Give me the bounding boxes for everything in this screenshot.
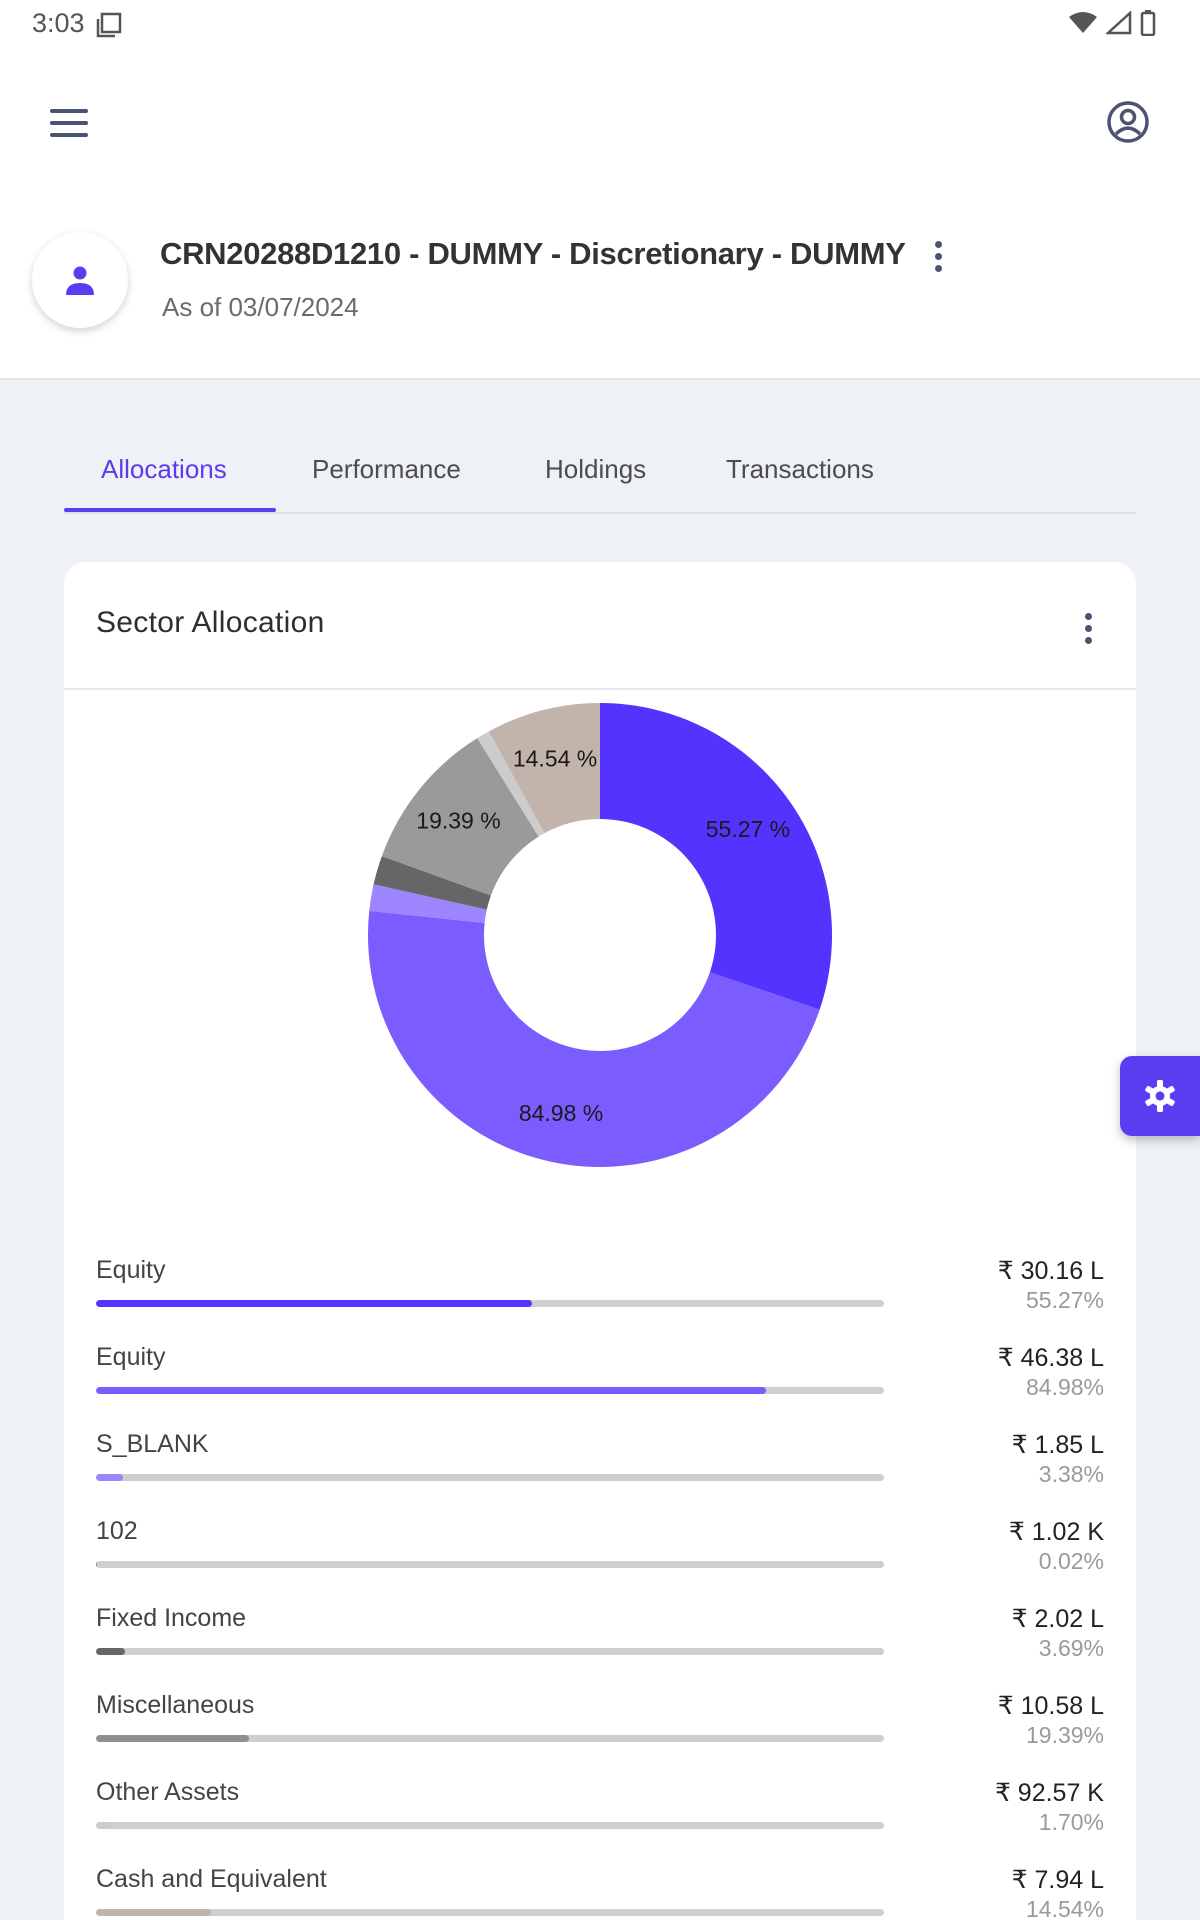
allocation-amount: ₹ 7.94 L	[1011, 1866, 1104, 1894]
allocation-bar-track	[96, 1474, 884, 1481]
allocation-label: Other Assets	[96, 1778, 240, 1806]
more-vert-icon-dot	[934, 264, 942, 272]
top-panel	[0, 0, 1200, 380]
screenshot-notification-icon	[96, 12, 122, 38]
allocation-percent: 3.38%	[1038, 1461, 1104, 1487]
menu-button[interactable]	[40, 98, 100, 148]
allocation-row[interactable]: Equity ₹ 30.16 L 55.27%	[96, 1256, 1104, 1342]
account-header: CRN20288D1210 - DUMMY - Discretionary - …	[0, 220, 1200, 340]
allocation-bar-fill	[96, 1909, 211, 1916]
allocation-amount: ₹ 1.85 L	[1011, 1431, 1104, 1459]
allocation-bar-track	[96, 1735, 884, 1742]
allocation-row[interactable]: Fixed Income ₹ 2.02 L 3.69%	[96, 1604, 1104, 1690]
donut-slice-label: 14.54 %	[513, 746, 597, 772]
settings-button[interactable]	[1120, 1056, 1200, 1136]
more-vert-icon-dot	[934, 252, 942, 260]
card-options-button[interactable]	[1076, 608, 1100, 648]
allocation-row[interactable]: Miscellaneous ₹ 10.58 L 19.39%	[96, 1691, 1104, 1777]
tab-bar: Allocations Performance Holdings Transac…	[64, 440, 1136, 514]
donut-slice[interactable]	[369, 884, 487, 923]
allocation-amount: ₹ 2.02 L	[1011, 1605, 1104, 1633]
donut-slice-label: 84.98 %	[519, 1100, 603, 1126]
active-tab-indicator	[64, 508, 276, 512]
allocation-bar-fill	[96, 1822, 110, 1829]
allocation-label: Cash and Equivalent	[96, 1865, 327, 1893]
menu-icon-bar	[50, 121, 88, 125]
allocation-bar-fill	[96, 1648, 126, 1655]
allocation-row[interactable]: Equity ₹ 46.38 L 84.98%	[96, 1343, 1104, 1429]
allocation-amount: ₹ 92.57 K	[994, 1779, 1104, 1807]
donut-slice[interactable]	[368, 910, 820, 1167]
allocation-amount: ₹ 1.02 K	[1008, 1518, 1104, 1546]
allocation-bar-track	[96, 1561, 884, 1568]
allocation-label: Equity	[96, 1343, 166, 1371]
signal-icon	[1106, 11, 1132, 35]
allocation-row[interactable]: Other Assets ₹ 92.57 K 1.70%	[96, 1778, 1104, 1864]
donut-slice[interactable]	[600, 703, 832, 1010]
menu-icon-bar	[50, 109, 88, 113]
sector-allocation-card: Sector Allocation 55.27 % 84.98 % 19.39 % 1…	[64, 562, 1136, 1920]
allocation-label: Fixed Income	[96, 1604, 247, 1632]
allocation-bar-fill	[96, 1735, 249, 1742]
avatar	[32, 232, 128, 328]
donut-slice[interactable]	[477, 731, 545, 837]
allocation-percent: 3.69%	[1038, 1635, 1104, 1661]
donut-slice-label: 55.27 %	[706, 816, 790, 842]
app-bar	[0, 80, 1200, 160]
allocation-bar-track	[96, 1822, 884, 1829]
more-vert-icon-dot	[934, 240, 942, 248]
donut-slice-label: 19.39 %	[416, 808, 500, 834]
status-time: 3:03	[32, 8, 85, 38]
donut-slice[interactable]	[373, 856, 491, 910]
allocation-percent: 14.54%	[1025, 1896, 1104, 1920]
menu-icon-bar	[50, 133, 88, 137]
battery-icon	[1140, 10, 1156, 36]
tab-transactions[interactable]: Transactions	[726, 454, 874, 484]
allocation-amount: ₹ 10.58 L	[997, 1692, 1104, 1720]
allocation-percent: 55.27%	[1025, 1287, 1104, 1313]
card-title: Sector Allocation	[96, 606, 325, 639]
allocation-bar-fill	[96, 1387, 766, 1394]
allocation-bar-track	[96, 1909, 884, 1916]
tab-performance[interactable]: Performance	[312, 454, 461, 484]
allocation-label: Equity	[96, 1256, 166, 1284]
allocation-row[interactable]: Cash and Equivalent ₹ 7.94 L 14.54%	[96, 1865, 1104, 1920]
as-of-date: As of 03/07/2024	[162, 292, 359, 322]
allocation-label: S_BLANK	[96, 1430, 209, 1458]
allocation-bar-track	[96, 1300, 884, 1307]
status-icons	[1068, 10, 1156, 36]
allocation-percent: 19.39%	[1025, 1722, 1104, 1748]
wifi-icon	[1069, 12, 1097, 33]
status-bar: 3:03	[0, 0, 1200, 48]
donut-slice[interactable]	[381, 738, 539, 896]
card-header: Sector Allocation	[64, 562, 1136, 690]
more-vert-icon-dot	[1084, 636, 1092, 644]
allocation-bar-track	[96, 1387, 884, 1394]
account-options-button[interactable]	[922, 234, 954, 278]
tab-allocations[interactable]: Allocations	[101, 454, 227, 484]
more-vert-icon-dot	[1084, 612, 1092, 620]
gear-icon	[1145, 1080, 1175, 1112]
allocation-bar-fill	[96, 1300, 532, 1307]
account-circle-icon[interactable]	[1104, 98, 1152, 146]
allocation-amount: ₹ 30.16 L	[997, 1257, 1104, 1285]
allocation-amount: ₹ 46.38 L	[997, 1344, 1104, 1372]
allocation-percent: 1.70%	[1038, 1809, 1104, 1835]
allocation-label: Miscellaneous	[96, 1691, 255, 1719]
person-icon	[66, 266, 94, 295]
sector-donut-chart: 55.27 % 84.98 % 19.39 % 14.54 %	[368, 703, 832, 1167]
allocation-percent: 84.98%	[1025, 1374, 1104, 1400]
more-vert-icon-dot	[1084, 624, 1092, 632]
allocation-bar-fill	[96, 1474, 123, 1481]
allocation-bar-track	[96, 1648, 884, 1655]
account-title: CRN20288D1210 - DUMMY - Discretionary - …	[160, 236, 906, 271]
allocation-label: 102	[96, 1517, 138, 1545]
donut-slice[interactable]	[488, 703, 600, 834]
allocation-percent: 0.02%	[1038, 1548, 1104, 1574]
allocation-row[interactable]: S_BLANK ₹ 1.85 L 3.38%	[96, 1430, 1104, 1516]
allocation-row[interactable]: 102 ₹ 1.02 K 0.02%	[96, 1517, 1104, 1603]
tab-holdings[interactable]: Holdings	[545, 454, 647, 484]
